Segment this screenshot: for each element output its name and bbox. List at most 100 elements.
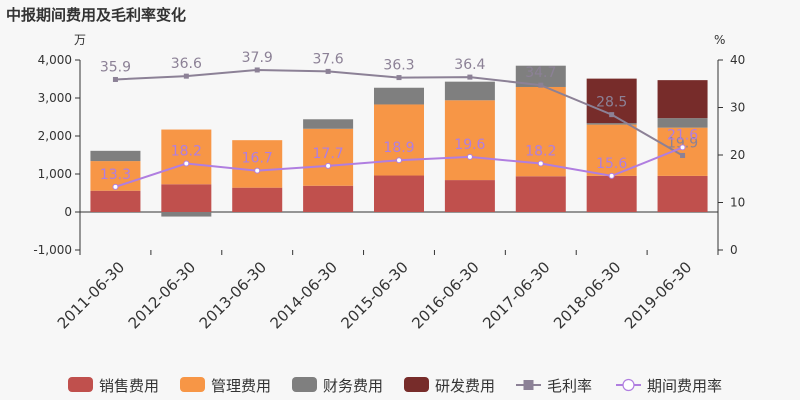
x-tick-label: 2012-06-30: [125, 258, 199, 332]
bar-管理费用[interactable]: [374, 104, 424, 176]
legend-item-研发费用[interactable]: 研发费用: [404, 377, 495, 395]
bar-财务费用[interactable]: [657, 118, 708, 128]
legend-swatch: [68, 377, 93, 392]
legend-item-财务费用[interactable]: 财务费用: [292, 377, 383, 395]
bar-管理费用[interactable]: [657, 127, 708, 176]
bar-财务费用[interactable]: [161, 212, 212, 217]
data-label: 28.5: [596, 95, 627, 111]
point-毛利率[interactable]: [325, 68, 331, 74]
x-tick-label: 2014-06-30: [267, 258, 341, 332]
point-毛利率[interactable]: [183, 73, 189, 79]
data-label: 16.7: [242, 151, 273, 167]
bar-管理费用[interactable]: [232, 140, 283, 188]
bar-销售费用[interactable]: [161, 184, 212, 212]
bar-销售费用[interactable]: [374, 175, 424, 212]
data-label: 18.9: [383, 140, 414, 156]
data-label: 37.9: [242, 50, 273, 66]
point-毛利率[interactable]: [609, 112, 615, 118]
data-label: 35.9: [100, 59, 131, 75]
point-期间费用率[interactable]: [183, 160, 190, 167]
left-tick-label: 2,000: [38, 129, 72, 143]
data-label: 13.3: [100, 167, 131, 183]
bar-销售费用[interactable]: [586, 175, 637, 212]
point-期间费用率[interactable]: [466, 153, 473, 160]
x-tick-label: 2017-06-30: [479, 258, 553, 332]
bar-管理费用[interactable]: [161, 129, 212, 185]
bar-销售费用[interactable]: [90, 190, 141, 212]
point-期间费用率[interactable]: [679, 144, 686, 151]
legend[interactable]: 销售费用 管理费用 财务费用 研发费用 毛利率 期间费用率: [68, 377, 722, 395]
chart-title: 中报期间费用及毛利率变化: [6, 6, 186, 24]
data-label: 21.6: [667, 127, 698, 143]
left-axis-unit: 万: [74, 33, 86, 47]
data-label: 18.2: [525, 144, 556, 160]
bar-管理费用[interactable]: [303, 128, 354, 186]
point-毛利率[interactable]: [254, 67, 260, 73]
right-tick-label: 20: [730, 148, 745, 162]
right-tick-label: 0: [730, 243, 738, 257]
left-tick-label: 0: [64, 205, 72, 219]
bar-管理费用[interactable]: [444, 100, 495, 181]
data-label: 36.3: [383, 58, 414, 74]
bar-财务费用[interactable]: [444, 81, 495, 101]
legend-swatch: [404, 377, 429, 392]
bar-销售费用[interactable]: [444, 180, 495, 212]
left-tick-label: 3,000: [38, 91, 72, 105]
x-tick-label: 2019-06-30: [621, 258, 695, 332]
bar-财务费用[interactable]: [515, 65, 566, 87]
x-tick-label: 2013-06-30: [196, 258, 270, 332]
legend-item-销售费用[interactable]: 销售费用: [68, 377, 159, 395]
bar-研发费用[interactable]: [657, 80, 708, 119]
point-毛利率[interactable]: [396, 75, 402, 81]
legend-swatch: [292, 377, 317, 392]
legend-label: 管理费用: [211, 377, 271, 395]
point-期间费用率[interactable]: [396, 157, 402, 164]
point-毛利率[interactable]: [112, 76, 118, 82]
data-label: 18.2: [171, 144, 202, 160]
bar-财务费用[interactable]: [374, 87, 424, 105]
x-tick-label: 2016-06-30: [408, 258, 482, 332]
left-tick-label: 1,000: [38, 167, 72, 181]
bar-财务费用[interactable]: [586, 123, 637, 125]
bar-财务费用[interactable]: [90, 150, 141, 162]
x-tick-label: 2011-06-30: [54, 258, 128, 332]
legend-item-期间费用率[interactable]: 期间费用率: [616, 377, 722, 395]
right-tick-label: 10: [730, 196, 745, 210]
legend-label: 财务费用: [323, 377, 383, 395]
point-期间费用率[interactable]: [608, 172, 615, 179]
legend-swatch: [180, 377, 205, 392]
bar-销售费用[interactable]: [515, 176, 566, 212]
x-tick-label: 2018-06-30: [550, 258, 624, 332]
point-期间费用率[interactable]: [537, 160, 544, 167]
right-tick-label: 40: [730, 53, 745, 67]
data-label: 36.4: [454, 57, 485, 73]
point-期间费用率[interactable]: [112, 183, 119, 190]
data-label: 36.6: [171, 56, 202, 72]
legend-label: 销售费用: [99, 377, 159, 395]
data-label: 17.7: [313, 146, 344, 162]
left-tick-label: -1,000: [33, 243, 72, 257]
legend-item-毛利率[interactable]: 毛利率: [516, 377, 592, 395]
point-期间费用率[interactable]: [254, 167, 261, 174]
bar-管理费用[interactable]: [586, 124, 637, 176]
data-label: 37.6: [313, 51, 344, 67]
bar-销售费用[interactable]: [232, 187, 283, 212]
x-tick-label: 2015-06-30: [337, 258, 411, 332]
bar-销售费用[interactable]: [657, 175, 708, 212]
point-毛利率[interactable]: [467, 74, 473, 80]
legend-marker: [523, 380, 534, 390]
data-label: 19.9: [667, 135, 698, 151]
point-毛利率[interactable]: [538, 82, 544, 88]
point-期间费用率[interactable]: [325, 162, 332, 169]
legend-item-管理费用[interactable]: 管理费用: [180, 377, 271, 395]
bar-财务费用[interactable]: [303, 119, 354, 129]
legend-label: 期间费用率: [647, 377, 722, 395]
point-毛利率[interactable]: [680, 152, 686, 158]
bar-销售费用[interactable]: [303, 185, 354, 212]
legend-label: 研发费用: [435, 377, 495, 395]
legend-marker: [622, 378, 635, 392]
plot-area: -1,000 0 1,000 2,000 3,000 4,000 0 10 20 30 40 2011…: [33, 50, 745, 333]
data-label: 19.6: [454, 137, 485, 153]
legend-label: 毛利率: [547, 377, 592, 395]
